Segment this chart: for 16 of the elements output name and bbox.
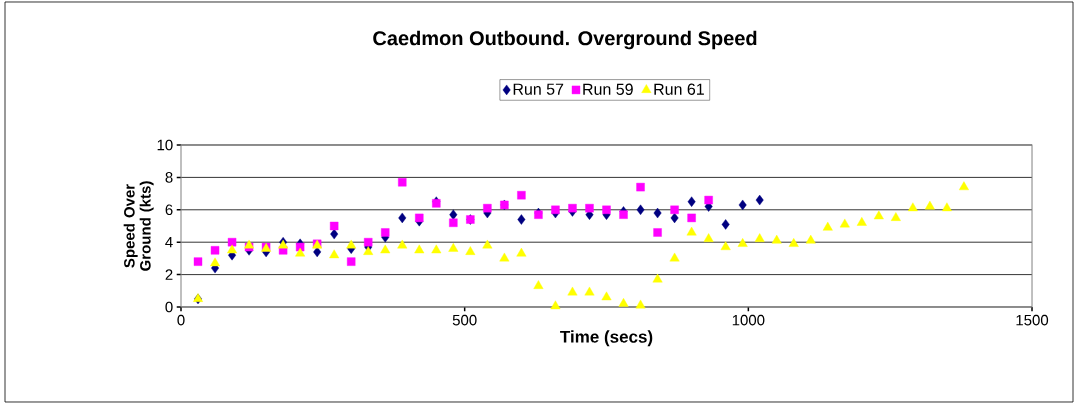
chart-title: Caedmon Outbound. Overground Speed: [373, 30, 757, 50]
y-tick-label: 2: [165, 269, 173, 280]
x-tick-label: 1000: [732, 314, 765, 326]
x-tick-label: 0: [177, 314, 185, 326]
y-tick-label: 10: [157, 139, 173, 151]
legend-label: Run 59: [583, 83, 633, 95]
legend-label: Run 57: [513, 83, 564, 95]
y-tick-label: 6: [165, 204, 173, 216]
y-tick-label: 8: [165, 172, 173, 183]
y-tick-label: 0: [165, 301, 173, 313]
y-axis-title: Speed Over Ground (kts): [123, 181, 154, 271]
x-tick-label: 500: [452, 314, 477, 326]
x-axis-title: Time (secs): [560, 330, 653, 347]
legend-label: Run 61: [654, 83, 704, 95]
x-tick-label: 1500: [1016, 314, 1049, 326]
y-tick-label: 4: [165, 237, 173, 248]
